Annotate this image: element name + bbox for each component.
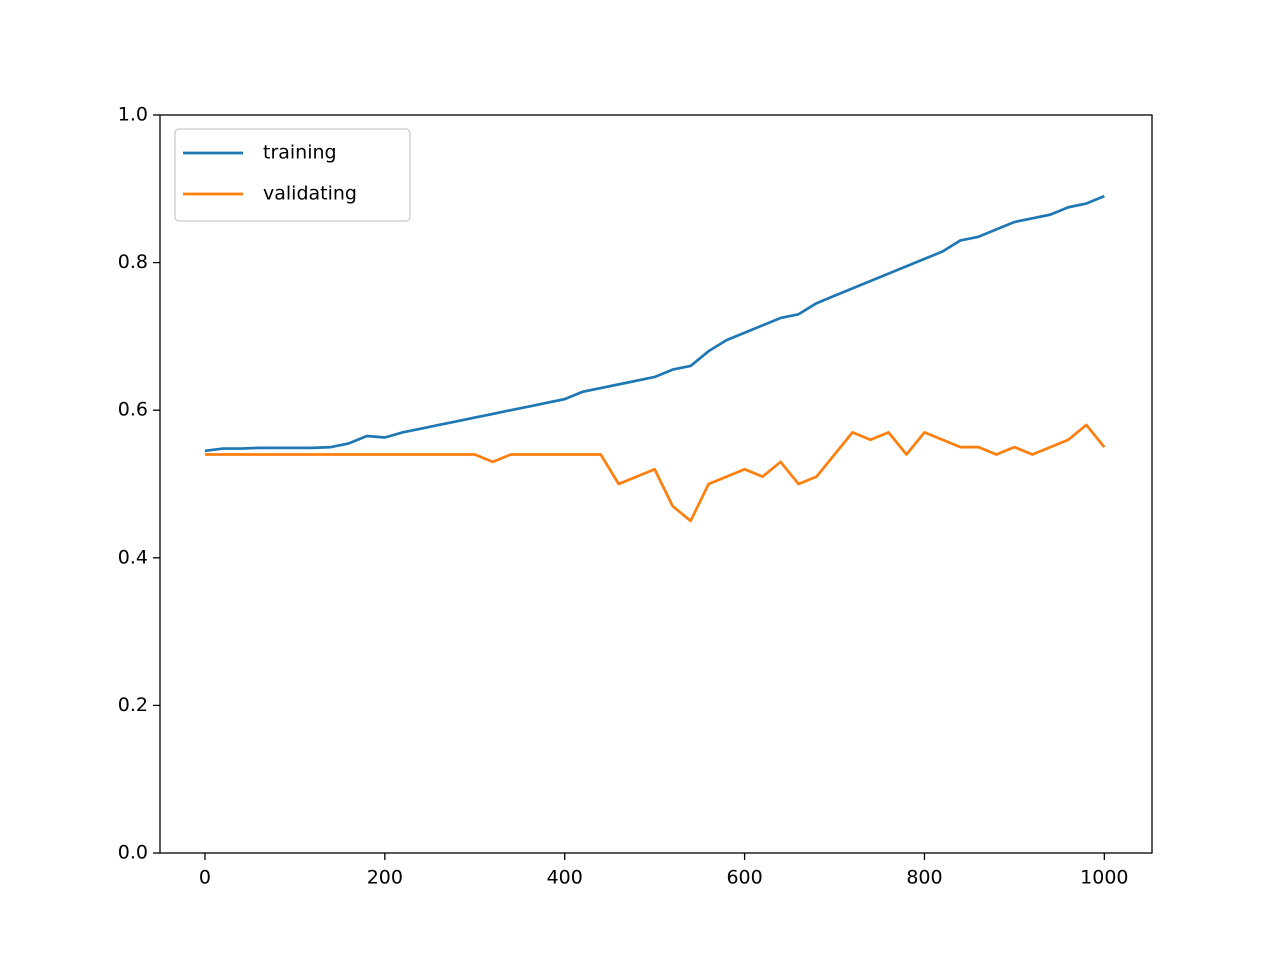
x-tick-label: 200 <box>367 867 403 889</box>
line-series <box>204 194 1105 453</box>
x-tick-label: 1000 <box>1080 867 1128 889</box>
y-tick-label: 0.0 <box>118 842 148 864</box>
x-tick-label: 400 <box>547 867 583 889</box>
y-tick-label: 0.6 <box>118 399 148 421</box>
x-tick-label: 0 <box>199 867 211 889</box>
y-tick-label: 1.0 <box>118 104 148 126</box>
x-tick-label: 800 <box>906 867 942 889</box>
y-tick-label: 0.8 <box>118 251 148 273</box>
line-series <box>204 423 1106 523</box>
plot-frame <box>159 114 1153 854</box>
y-tick-label: 0.2 <box>118 694 148 716</box>
legend-label: validating <box>263 183 357 205</box>
x-tick-label: 600 <box>726 867 762 889</box>
y-tick-label: 0.4 <box>118 546 148 568</box>
legend-label: training <box>263 142 337 164</box>
